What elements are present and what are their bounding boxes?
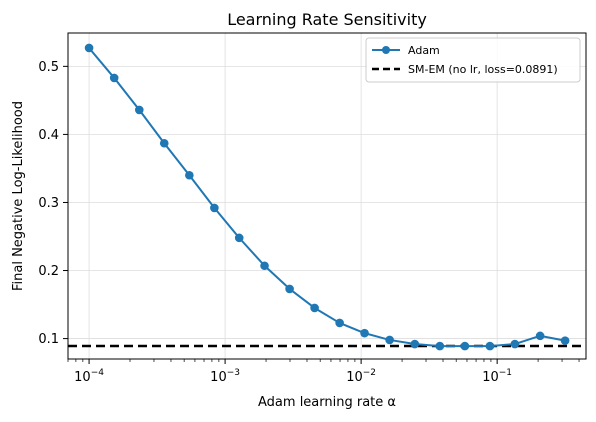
data-point [185, 170, 194, 180]
y-tick-label: 0.5 [38, 60, 59, 75]
y-tick-label: 0.4 [38, 128, 59, 143]
x-tick-label: 10−4 [74, 368, 104, 385]
data-point [535, 331, 545, 341]
data-point [410, 339, 420, 349]
legend: Adam SM-EM (no lr, loss=0.0891) [365, 37, 581, 83]
data-point [285, 284, 294, 294]
data-point [260, 261, 269, 271]
data-point [159, 138, 169, 148]
data-point [460, 341, 470, 351]
data-point [210, 203, 219, 213]
y-tick-label: 0.3 [38, 196, 59, 211]
legend-smem-label: SM-EM (no lr, loss=0.0891) [408, 63, 558, 76]
y-tick-label: 0.2 [38, 264, 59, 279]
series-line [88, 47, 566, 348]
data-point [560, 336, 570, 345]
data-point [134, 105, 144, 115]
y-axis-label: Final Negative Log-Likelihood [11, 101, 26, 291]
data-point [510, 339, 520, 349]
x-axis-ticks: 10−4 10−3 10−2 10−1 [67, 359, 580, 385]
y-tick-label: 0.1 [38, 332, 59, 347]
x-tick-label: 10−2 [346, 368, 376, 385]
data-point [435, 341, 445, 351]
plot-frame [67, 32, 587, 360]
data-point [109, 73, 119, 83]
data-point [360, 328, 369, 338]
data-point [385, 335, 394, 345]
data-point [310, 303, 319, 313]
chart-title: Learning Rate Sensitivity [227, 10, 427, 29]
data-point [234, 233, 244, 243]
legend-adam-label: Adam [408, 44, 440, 57]
legend-adam-marker [382, 46, 390, 54]
x-tick-label: 10−3 [210, 368, 240, 385]
series-layer [84, 43, 570, 351]
x-tick-label: 10−1 [482, 368, 512, 385]
data-point [335, 318, 344, 328]
x-axis-label: Adam learning rate α [258, 395, 396, 410]
data-point [485, 341, 495, 351]
data-point [84, 43, 94, 53]
y-axis-ticks: 0.1 0.2 0.3 0.4 0.5 [38, 60, 68, 347]
legend-box [365, 37, 581, 83]
